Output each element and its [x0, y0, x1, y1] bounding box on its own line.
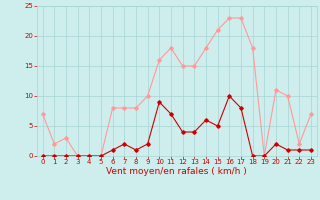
X-axis label: Vent moyen/en rafales ( km/h ): Vent moyen/en rafales ( km/h ) — [107, 167, 247, 176]
